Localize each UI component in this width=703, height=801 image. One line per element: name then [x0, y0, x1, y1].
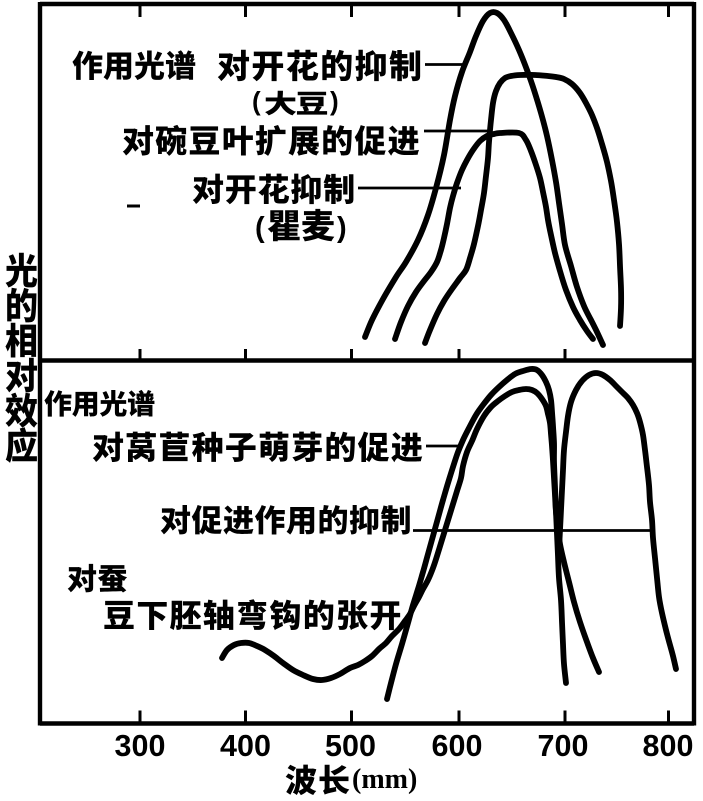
svg-text:): ) — [330, 86, 339, 116]
svg-text:(: ( — [252, 86, 261, 116]
svg-text:400: 400 — [220, 729, 271, 763]
svg-text:(: ( — [255, 212, 265, 244]
svg-text:500: 500 — [325, 729, 376, 763]
svg-text:300: 300 — [115, 729, 166, 763]
svg-text:700: 700 — [538, 729, 589, 763]
svg-text:800: 800 — [643, 729, 694, 763]
svg-text:(mm): (mm) — [352, 764, 417, 795]
svg-text:600: 600 — [432, 729, 483, 763]
svg-text:): ) — [337, 212, 347, 244]
